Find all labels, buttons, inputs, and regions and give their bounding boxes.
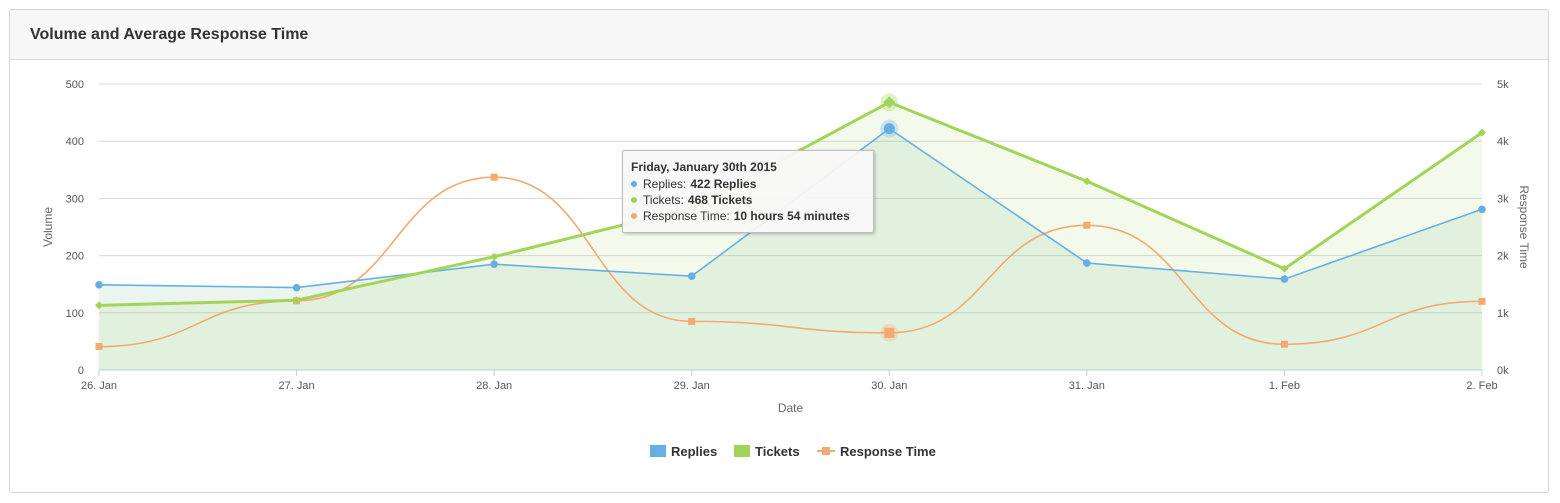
y-tick-label-left: 500 — [66, 79, 84, 91]
x-tick-label: 29. Jan — [674, 380, 710, 392]
x-tick-label: 30. Jan — [871, 380, 907, 392]
tooltip-response-label: Response Time: — [643, 209, 730, 223]
y-tick-label-right: 0k — [1497, 365, 1509, 377]
y-tick-label-right: 3k — [1497, 193, 1509, 205]
chart-tooltip: Friday, January 30th 2015 Replies: 422 R… — [622, 150, 874, 233]
tickets-point — [1082, 177, 1091, 186]
x-axis-title: Date — [778, 401, 804, 415]
legend-replies-label: Replies — [671, 444, 717, 459]
response-time-point — [490, 173, 498, 181]
replies-point — [1083, 259, 1091, 267]
y-tick-label-left: 200 — [66, 251, 84, 263]
tickets-dot-icon — [631, 197, 637, 203]
x-tick-label: 27. Jan — [279, 380, 315, 392]
response-time-dot-icon — [631, 213, 637, 219]
panel-title: Volume and Average Response Time — [30, 25, 309, 43]
y-tick-label-right: 2k — [1497, 251, 1509, 263]
response-time-point — [1083, 221, 1091, 229]
response-time-point — [1280, 340, 1288, 348]
replies-point — [95, 280, 103, 289]
tickets-point — [95, 301, 103, 310]
tooltip-tickets-label: Tickets: — [643, 193, 684, 207]
replies-dot-icon — [631, 181, 637, 187]
y-tick-label-left: 100 — [66, 308, 84, 320]
y-tick-label-right: 5k — [1497, 79, 1509, 91]
legend-response-marker — [822, 447, 830, 455]
y-tick-label-left: 300 — [66, 193, 84, 205]
tickets-point — [883, 96, 896, 109]
tooltip-title: Friday, January 30th 2015 — [631, 160, 777, 174]
y-tick-label-left: 400 — [66, 136, 84, 148]
y-tick-label-right: 1k — [1497, 308, 1509, 320]
tooltip-row-tickets: Tickets: 468 Tickets — [631, 192, 865, 208]
legend-replies-swatch — [650, 445, 666, 457]
y-axis-title-left: Volume — [41, 207, 55, 247]
x-tick-label: 2. Feb — [1466, 380, 1497, 392]
tooltip-response-value: 10 hours 54 minutes — [733, 209, 850, 223]
replies-point — [292, 283, 301, 292]
tooltip-tickets-value: 468 Tickets — [687, 193, 753, 207]
legend-tickets-swatch — [734, 445, 750, 457]
tickets-point — [490, 252, 499, 261]
response-time-point — [688, 317, 696, 325]
y-axis-title-right: Response Time — [1517, 185, 1531, 269]
replies-point — [883, 123, 895, 135]
x-tick-label: 1. Feb — [1269, 380, 1300, 392]
tooltip-row-response-time: Response Time: 10 hours 54 minutes — [631, 208, 865, 224]
tickets-point — [1478, 128, 1486, 137]
y-tick-label-left: 0 — [78, 365, 84, 377]
tooltip-replies-value: 422 Replies — [690, 177, 757, 191]
legend-response-label: Response Time — [840, 444, 936, 459]
x-tick-label: 28. Jan — [476, 380, 512, 392]
x-tick-label: 26. Jan — [81, 380, 117, 392]
tooltip-row-replies: Replies: 422 Replies — [631, 176, 865, 192]
tooltip-replies-label: Replies: — [643, 177, 687, 191]
response-time-point — [884, 327, 895, 338]
response-time-point — [1478, 297, 1486, 305]
replies-point — [1478, 205, 1486, 214]
replies-point — [1280, 275, 1289, 283]
response-time-point — [95, 343, 103, 351]
replies-point — [687, 272, 696, 280]
tickets-area — [99, 102, 1482, 371]
chart-panel: Volume and Average Response Time — [9, 9, 1549, 493]
legend-tickets-label: Tickets — [755, 444, 800, 459]
replies-area — [99, 128, 1482, 370]
tickets-point — [292, 296, 301, 305]
replies-point — [490, 260, 498, 268]
tickets-point — [1280, 264, 1289, 273]
y-tick-label-right: 4k — [1497, 136, 1509, 148]
panel-header: Volume and Average Response Time — [10, 10, 1548, 60]
x-tick-label: 31. Jan — [1069, 380, 1105, 392]
